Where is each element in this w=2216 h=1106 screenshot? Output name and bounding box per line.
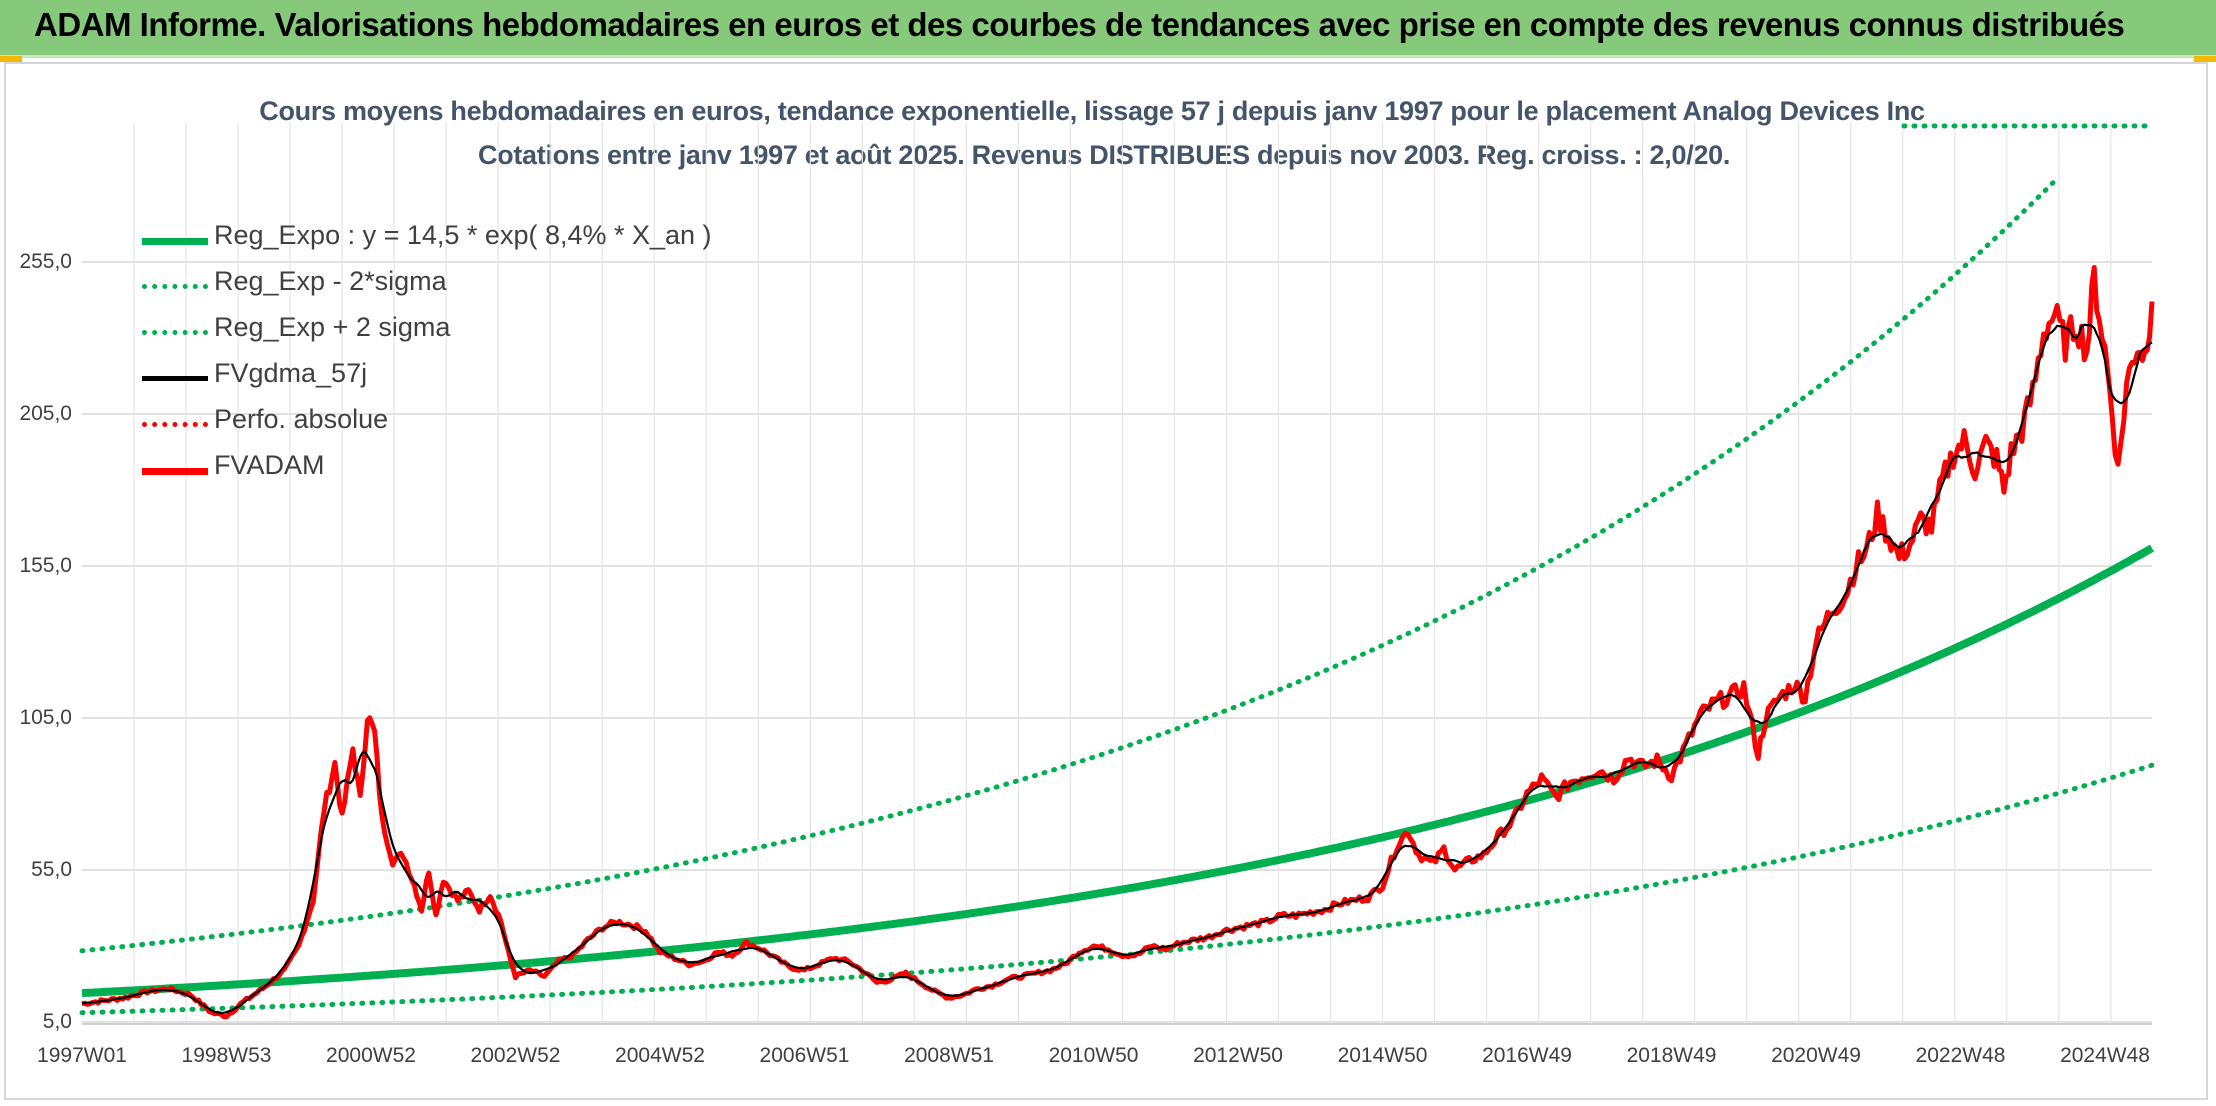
legend-swatch	[142, 330, 208, 335]
report-banner: ADAM Informe. Valorisations hebdomadaire…	[0, 0, 2216, 58]
legend-swatch	[142, 238, 208, 245]
y-tick-label: 105,0	[19, 706, 72, 729]
x-tick-label: 2014W50	[1337, 1044, 1428, 1067]
chart-legend: Reg_Expo : y = 14,5 * exp( 8,4% * X_an )…	[142, 218, 842, 494]
x-tick-label: 1998W53	[181, 1044, 272, 1067]
x-tick-label: 2016W49	[1482, 1044, 1572, 1067]
legend-label: FVgdma_57j	[214, 358, 368, 388]
y-tick-label: 55,0	[31, 858, 72, 881]
x-tick-label: 2022W48	[1915, 1044, 2006, 1067]
y-tick-label: 155,0	[19, 554, 72, 577]
legend-item: FVgdma_57j	[142, 356, 842, 402]
chart-series	[79, 123, 2155, 1020]
legend-label: Perfo. absolue	[214, 404, 389, 434]
report-title: ADAM Informe. Valorisations hebdomadaire…	[34, 6, 2125, 43]
legend-swatch	[142, 422, 208, 427]
legend-label: Reg_Exp - 2*sigma	[214, 266, 447, 296]
legend-item: Perfo. absolue	[142, 402, 842, 448]
fvgdma-57j-line	[82, 323, 2153, 1015]
x-tick-label: 2006W51	[759, 1044, 850, 1067]
reg-expo-line	[81, 544, 2154, 998]
legend-item: Reg_Expo : y = 14,5 * exp( 8,4% * X_an )	[142, 218, 842, 264]
legend-item: FVADAM	[142, 448, 842, 494]
legend-swatch	[142, 468, 208, 475]
x-tick-label: 2018W49	[1626, 1044, 1717, 1067]
x-tick-label: 2008W51	[904, 1044, 994, 1067]
legend-label: Reg_Expo : y = 14,5 * exp( 8,4% * X_an )	[214, 220, 712, 250]
legend-item: Reg_Exp - 2*sigma	[142, 264, 842, 310]
chart-subtitle: Cotations entre janv 1997 et août 2025. …	[477, 140, 1731, 170]
chart-grid	[82, 122, 2152, 1025]
legend-label: Reg_Exp + 2 sigma	[214, 312, 451, 342]
x-tick-label: 2004W52	[615, 1044, 705, 1067]
corner-mark-right	[2194, 56, 2216, 62]
chart-title: Cours moyens hebdomadaires en euros, ten…	[259, 96, 1925, 126]
reg-exp-plus-2sigma-line	[79, 178, 2057, 954]
legend-swatch	[142, 284, 208, 289]
x-tick-label: 2010W50	[1048, 1044, 1139, 1067]
x-tick-label: 2000W52	[326, 1044, 416, 1067]
y-tick-label: 255,0	[19, 250, 72, 273]
x-tick-label: 1997W01	[37, 1044, 127, 1067]
legend-label: FVADAM	[214, 450, 325, 480]
legend-item: Reg_Exp + 2 sigma	[142, 310, 842, 356]
x-tick-label: 2024W48	[2060, 1044, 2150, 1067]
y-tick-label: 205,0	[19, 402, 72, 425]
corner-mark-left	[0, 56, 22, 62]
legend-swatch	[142, 376, 208, 381]
x-tick-label: 2012W50	[1193, 1044, 1283, 1067]
x-tick-label: 2020W49	[1771, 1044, 1861, 1067]
y-tick-label: 5,0	[42, 1010, 72, 1033]
x-tick-label: 2002W52	[470, 1044, 561, 1067]
chart-frame	[4, 62, 2208, 1100]
